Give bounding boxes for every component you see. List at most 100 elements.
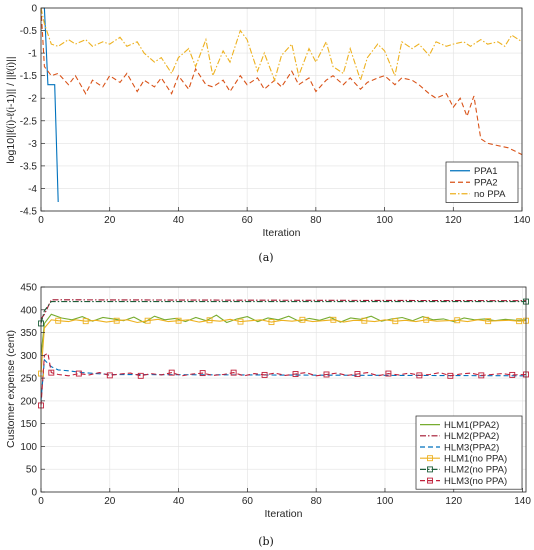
series-marker bbox=[230, 369, 237, 376]
legend-box bbox=[415, 415, 523, 490]
y-axis-label-a: log10||ℓ(i)-ℓ(i-1)|| / ||ℓ(i)|| bbox=[5, 56, 17, 163]
y-tick-label: 100 bbox=[20, 442, 37, 453]
series-marker bbox=[113, 317, 120, 324]
x-tick-label: 40 bbox=[173, 496, 185, 507]
series-line bbox=[40, 299, 527, 320]
legend-label: PPA1 bbox=[474, 166, 498, 177]
plot-area-a bbox=[41, 8, 522, 211]
series-marker bbox=[237, 318, 244, 325]
series-marker bbox=[106, 372, 113, 379]
x-tick-label: 120 bbox=[445, 496, 462, 507]
series-marker bbox=[75, 370, 82, 377]
series-marker bbox=[416, 372, 423, 379]
series-line bbox=[40, 7, 523, 156]
y-tick-label: -1 bbox=[28, 49, 37, 60]
x-tick-label: 100 bbox=[376, 215, 393, 226]
y-tick-label: -3.5 bbox=[20, 161, 38, 172]
y-tick-label: 0 bbox=[31, 4, 37, 15]
chart-a: 0 20 40 60 80 100 120 140 0 -0.5 -1 -1.5 -2 -2.5 -3 -3.… bbox=[5, 4, 531, 265]
axes-box-a bbox=[40, 7, 523, 212]
x-tick-label: 120 bbox=[445, 215, 462, 226]
y-tick-label: 50 bbox=[26, 465, 38, 476]
legend-label: no PPA bbox=[474, 189, 506, 200]
legend-label: HLM3(no PPA) bbox=[444, 476, 507, 487]
series-marker bbox=[144, 317, 151, 324]
y-tick-label: -0.5 bbox=[20, 26, 38, 37]
chart-b: 0 20 40 60 80 100 120 140 0 50 100 150 200 250 300 350 4… bbox=[5, 283, 531, 549]
series-marker bbox=[137, 372, 144, 379]
x-tick-label: 0 bbox=[38, 215, 44, 226]
legend-b: HLM1(PPA2)HLM2(PPA2)HLM3(PPA2)HLM1(no PP… bbox=[415, 415, 523, 490]
series-line bbox=[40, 301, 526, 324]
caption-a: (a) bbox=[258, 251, 273, 264]
series-marker bbox=[354, 371, 361, 377]
x-axis-label-b: Iteration bbox=[265, 508, 303, 520]
series-marker bbox=[268, 319, 275, 326]
series-marker bbox=[509, 371, 516, 378]
y-tick-label: -2 bbox=[28, 94, 37, 105]
x-tick-label: 20 bbox=[104, 496, 116, 507]
x-tick-label: 100 bbox=[377, 496, 394, 507]
x-tick-label: 0 bbox=[38, 496, 44, 507]
series-marker bbox=[299, 316, 306, 323]
series-line bbox=[40, 7, 523, 83]
series-marker bbox=[361, 317, 368, 324]
series-line bbox=[40, 318, 527, 374]
series-marker bbox=[261, 371, 268, 378]
series-marker bbox=[485, 318, 492, 325]
series-marker bbox=[292, 371, 299, 377]
x-tick-label: 60 bbox=[242, 496, 254, 507]
series-marker bbox=[168, 369, 175, 376]
legend-label: PPA2 bbox=[474, 178, 498, 189]
series-marker bbox=[206, 317, 213, 324]
series-marker bbox=[478, 372, 485, 379]
series-marker bbox=[516, 318, 523, 325]
x-tick-label: 20 bbox=[104, 215, 116, 226]
x-tick-label: 140 bbox=[514, 215, 531, 226]
series-line bbox=[40, 352, 527, 406]
y-tick-label: 350 bbox=[20, 328, 37, 339]
y-tick-label: -3 bbox=[28, 139, 37, 150]
y-tick-label: 400 bbox=[20, 305, 37, 316]
legend-label: HLM2(PPA2) bbox=[444, 431, 499, 442]
series-marker bbox=[423, 316, 430, 323]
series-marker bbox=[48, 369, 55, 376]
y-tick-label: 200 bbox=[20, 396, 37, 407]
y-tick-label: -4.5 bbox=[20, 207, 38, 218]
series-marker bbox=[392, 318, 399, 325]
y-tick-label: 250 bbox=[20, 374, 37, 385]
series-marker bbox=[330, 316, 337, 323]
series-marker bbox=[175, 317, 182, 324]
series-marker bbox=[447, 372, 454, 379]
legend-label: HLM1(no PPA) bbox=[444, 454, 507, 465]
series-marker bbox=[199, 370, 206, 377]
legend-label: HLM1(PPA2) bbox=[444, 420, 499, 431]
legend-marker bbox=[427, 455, 433, 462]
series-line bbox=[40, 313, 527, 356]
y-tick-label: 450 bbox=[20, 283, 37, 294]
caption-b: (b) bbox=[258, 535, 274, 548]
x-tick-label: 140 bbox=[514, 496, 531, 507]
x-axis-label-a: Iteration bbox=[263, 227, 301, 239]
x-tick-label: 60 bbox=[242, 215, 254, 226]
legend-marker bbox=[427, 477, 433, 484]
x-tick-label: 80 bbox=[311, 496, 323, 507]
series-marker bbox=[454, 317, 461, 324]
y-axis-label-b: Customer expense (cent) bbox=[5, 330, 17, 448]
axes-box-b bbox=[40, 286, 527, 493]
y-tick-label: 150 bbox=[20, 419, 37, 430]
legend-marker bbox=[427, 466, 433, 473]
x-tick-label: 80 bbox=[310, 215, 322, 226]
x-tick-label: 40 bbox=[173, 215, 185, 226]
series-marker bbox=[82, 318, 89, 325]
y-tick-label: 0 bbox=[31, 488, 37, 499]
y-tick-label: -4 bbox=[28, 184, 37, 195]
y-tick-label: -1.5 bbox=[20, 71, 38, 82]
series-marker bbox=[385, 370, 392, 377]
legend-label: HLM2(no PPA) bbox=[444, 465, 507, 476]
y-tick-label: 300 bbox=[20, 351, 37, 362]
series-line bbox=[43, 7, 59, 203]
y-tick-label: -2.5 bbox=[20, 116, 38, 127]
